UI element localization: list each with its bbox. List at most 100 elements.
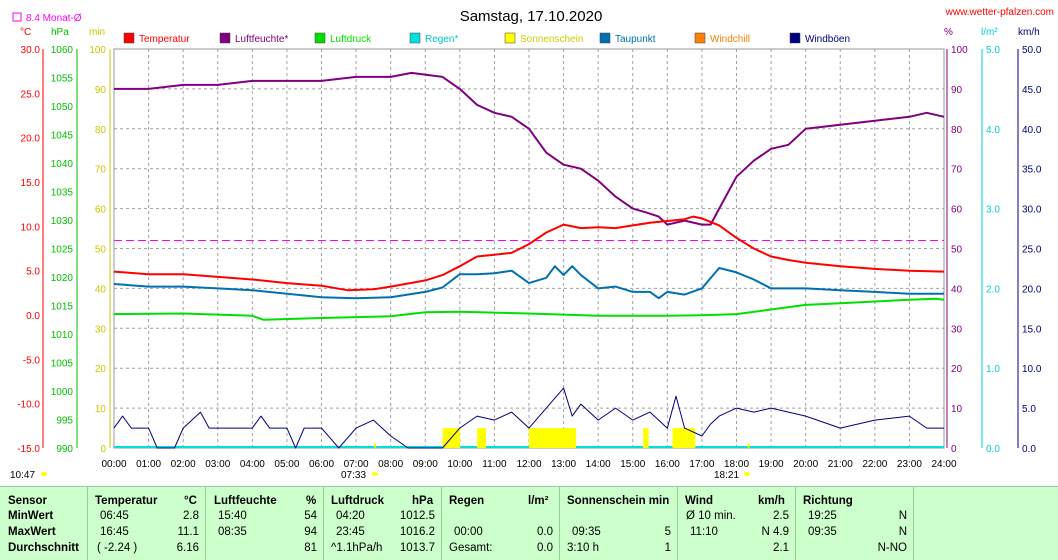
axis-tick-sunshine: 100 bbox=[89, 45, 106, 56]
grid bbox=[113, 48, 945, 449]
axis-label-sunshine: min bbox=[89, 27, 105, 38]
sunshine-bar bbox=[568, 428, 571, 448]
axis-tick-time: 20:00 bbox=[793, 459, 818, 470]
sunshine-bar bbox=[563, 428, 566, 448]
sunshine-bar bbox=[691, 428, 694, 448]
stats-header-wind-unit: km/h bbox=[758, 495, 785, 507]
site-url[interactable]: www.wetter-pfalzen.com bbox=[945, 7, 1054, 18]
stats-wind-time: 11:10 bbox=[690, 526, 718, 538]
stats-wind-value: N 4.9 bbox=[761, 526, 790, 538]
axis-tick-time: 08:00 bbox=[378, 459, 403, 470]
axis-tick-sunshine: 70 bbox=[95, 165, 107, 176]
axis-tick-wind: 10.0 bbox=[1022, 364, 1042, 375]
stats-sun-value: 1 bbox=[664, 542, 671, 554]
series-line-luftdruck bbox=[113, 297, 945, 321]
stats-hum-value: 54 bbox=[304, 510, 317, 522]
axis-tick-wind: 25.0 bbox=[1022, 245, 1042, 256]
sunshine-bar bbox=[686, 428, 689, 448]
axis-label-pressure: hPa bbox=[51, 27, 69, 38]
axis-tick-rain: 1.0 bbox=[986, 364, 1000, 375]
axis-tick-humidity: 0 bbox=[951, 444, 957, 455]
stats-wind-value: 2.1 bbox=[773, 542, 789, 554]
axis-tick-rain: 0.0 bbox=[986, 444, 1000, 455]
stats-divider bbox=[205, 487, 206, 560]
axis-tick-pressure: 1010 bbox=[51, 330, 74, 341]
sunshine-bar bbox=[454, 428, 457, 448]
sunshine-bar bbox=[548, 428, 551, 448]
sunshine-bar bbox=[644, 428, 647, 448]
axis-tick-rain: 3.0 bbox=[986, 205, 1000, 216]
sunshine-bar bbox=[672, 428, 675, 448]
axis-tick-time: 22:00 bbox=[862, 459, 887, 470]
sunshine-bar bbox=[556, 428, 559, 448]
axis-tick-time: 05:00 bbox=[274, 459, 299, 470]
legend-swatch bbox=[789, 32, 801, 44]
axis-tick-humidity: 60 bbox=[951, 205, 963, 216]
stats-divider bbox=[87, 487, 88, 560]
axis-tick-sunshine: 40 bbox=[95, 284, 107, 295]
stats-header-regen: Regen bbox=[449, 495, 485, 507]
series-line-temperatur bbox=[113, 215, 945, 292]
axis-tick-time: 24:00 bbox=[931, 459, 956, 470]
sunrise-sun-icon bbox=[372, 472, 378, 476]
axis-tick-humidity: 20 bbox=[951, 364, 963, 375]
stats-row-label: MaxWert bbox=[8, 526, 56, 538]
sunshine-bar bbox=[643, 428, 646, 448]
sunshine-bar bbox=[458, 428, 461, 448]
stats-dir-value: N bbox=[898, 526, 907, 538]
axis-tick-temperature: 15.0 bbox=[21, 178, 41, 189]
series-line-windböen bbox=[113, 387, 944, 449]
axis-tick-temperature: 10.0 bbox=[21, 222, 41, 233]
stats-press-time: ^1.1hPa/h bbox=[331, 542, 383, 554]
axis-tick-temperature: 20.0 bbox=[21, 134, 41, 145]
axis-tick-rain: 5.0 bbox=[986, 45, 1000, 56]
axis-tick-pressure: 1015 bbox=[51, 302, 74, 313]
axis-tick-sunshine: 60 bbox=[95, 205, 107, 216]
sunshine-bar bbox=[484, 428, 487, 448]
axis-tick-time: 10:00 bbox=[447, 459, 472, 470]
sunshine-bar bbox=[546, 428, 549, 448]
sunshine-bar bbox=[530, 428, 533, 448]
monthly-avg-icon bbox=[12, 12, 22, 22]
axis-tick-humidity: 80 bbox=[951, 125, 963, 136]
stats-hum-value: 94 bbox=[304, 526, 317, 538]
axis-tick-pressure: 1045 bbox=[51, 131, 74, 142]
sunshine-bar bbox=[544, 428, 547, 448]
legend-label: Sonnenschein bbox=[520, 34, 583, 45]
axis-tick-time: 07:00 bbox=[344, 459, 369, 470]
sunshine-bar bbox=[689, 428, 692, 448]
axis-label-temperature: °C bbox=[20, 27, 31, 38]
axis-tick-temperature: 30.0 bbox=[21, 45, 41, 56]
stats-temp-time: 06:45 bbox=[100, 510, 129, 522]
stats-dir-value: N-NO bbox=[877, 542, 907, 554]
stats-header-luftdruck-unit: hPa bbox=[412, 495, 434, 507]
axis-tick-time: 12:00 bbox=[516, 459, 541, 470]
monthly-avg-label: 8.4 Monat-Ø bbox=[26, 13, 82, 24]
stats-rain-value: 0.0 bbox=[537, 542, 553, 554]
stats-wind-time: Ø 10 min. bbox=[686, 510, 736, 522]
stats-row-label: Durchschnitt bbox=[8, 542, 79, 554]
legend-swatch bbox=[123, 32, 135, 44]
sunshine-bar bbox=[684, 428, 687, 448]
stats-header-temperatur-unit: °C bbox=[184, 495, 197, 507]
stats-divider bbox=[913, 487, 914, 560]
sunshine-bar bbox=[477, 428, 480, 448]
stats-table: Sensor Temperatur °C Luftfeuchte % Luftd… bbox=[0, 486, 1058, 560]
legend-swatch bbox=[409, 32, 421, 44]
sunshine-bar bbox=[681, 428, 684, 448]
legend-swatch bbox=[314, 32, 326, 44]
axis-tick-time: 00:00 bbox=[101, 459, 126, 470]
legend-swatch bbox=[599, 32, 611, 44]
sunshine-bar bbox=[444, 428, 447, 448]
legend: Temperatur Luftfeuchte* Luftdruck Regen* Son… bbox=[123, 32, 850, 45]
sunset-time: 18:21 bbox=[714, 470, 739, 481]
axis-tick-pressure: 1000 bbox=[51, 387, 74, 398]
axis-tick-pressure: 995 bbox=[56, 416, 73, 427]
axis-tick-temperature: -5.0 bbox=[23, 355, 41, 366]
axis-tick-sunshine: 80 bbox=[95, 125, 107, 136]
axis-tick-pressure: 1055 bbox=[51, 74, 74, 85]
sunshine-bar bbox=[682, 428, 685, 448]
axis-tick-pressure: 1020 bbox=[51, 273, 74, 284]
stats-divider bbox=[795, 487, 796, 560]
axis-tick-sunshine: 30 bbox=[95, 324, 107, 335]
